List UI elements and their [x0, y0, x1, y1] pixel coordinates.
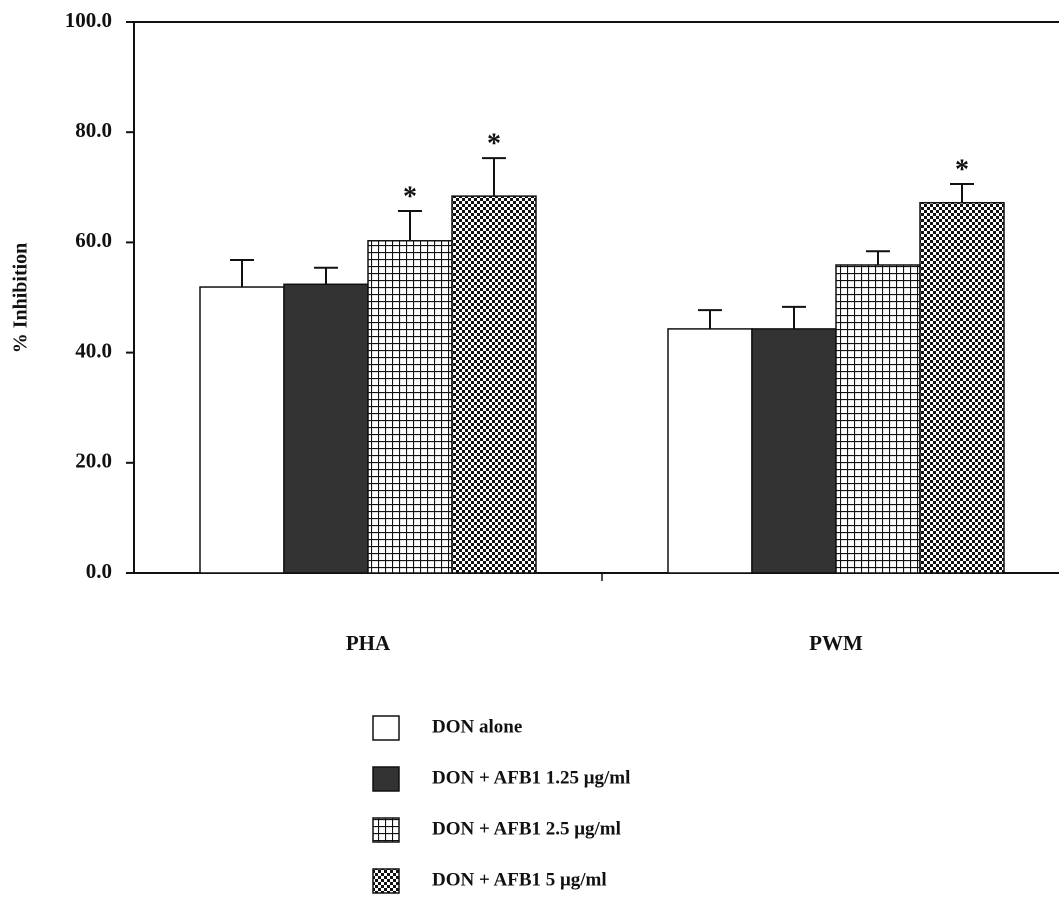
legend-label: DON + AFB1 1.25 μg/ml [432, 767, 630, 788]
y-tick-label: 20.0 [75, 449, 112, 473]
y-axis-label: % Inhibition [10, 243, 32, 354]
significance-marker: * [487, 129, 501, 160]
y-tick-label: 40.0 [75, 338, 112, 362]
legend-swatch [373, 869, 399, 893]
legend-swatch [373, 767, 399, 791]
bar [836, 265, 920, 573]
x-tick-label: PWM [809, 631, 863, 655]
bar [920, 203, 1004, 573]
y-tick-label: 80.0 [75, 118, 112, 142]
legend-swatch [373, 818, 399, 842]
bar [368, 241, 452, 573]
chart: % Inhibition 0.0 20.0 40.0 60.0 80.0 100.0 PHA… [0, 0, 1059, 897]
legend-label: DON + AFB1 2.5 μg/ml [432, 818, 621, 839]
bar [200, 287, 284, 573]
significance-marker: * [955, 154, 969, 185]
y-tick-label: 0.0 [86, 559, 112, 583]
legend-swatch [373, 716, 399, 740]
x-tick-label: PHA [346, 631, 391, 655]
bar [668, 329, 752, 573]
bar [752, 329, 836, 573]
y-tick-label: 60.0 [75, 228, 112, 252]
bar [452, 196, 536, 573]
legend-label: DON alone [432, 716, 522, 737]
significance-marker: * [403, 181, 417, 212]
bar [284, 284, 368, 573]
y-tick-label: 100.0 [65, 8, 112, 32]
legend-label: DON + AFB1 5 μg/ml [432, 869, 607, 890]
